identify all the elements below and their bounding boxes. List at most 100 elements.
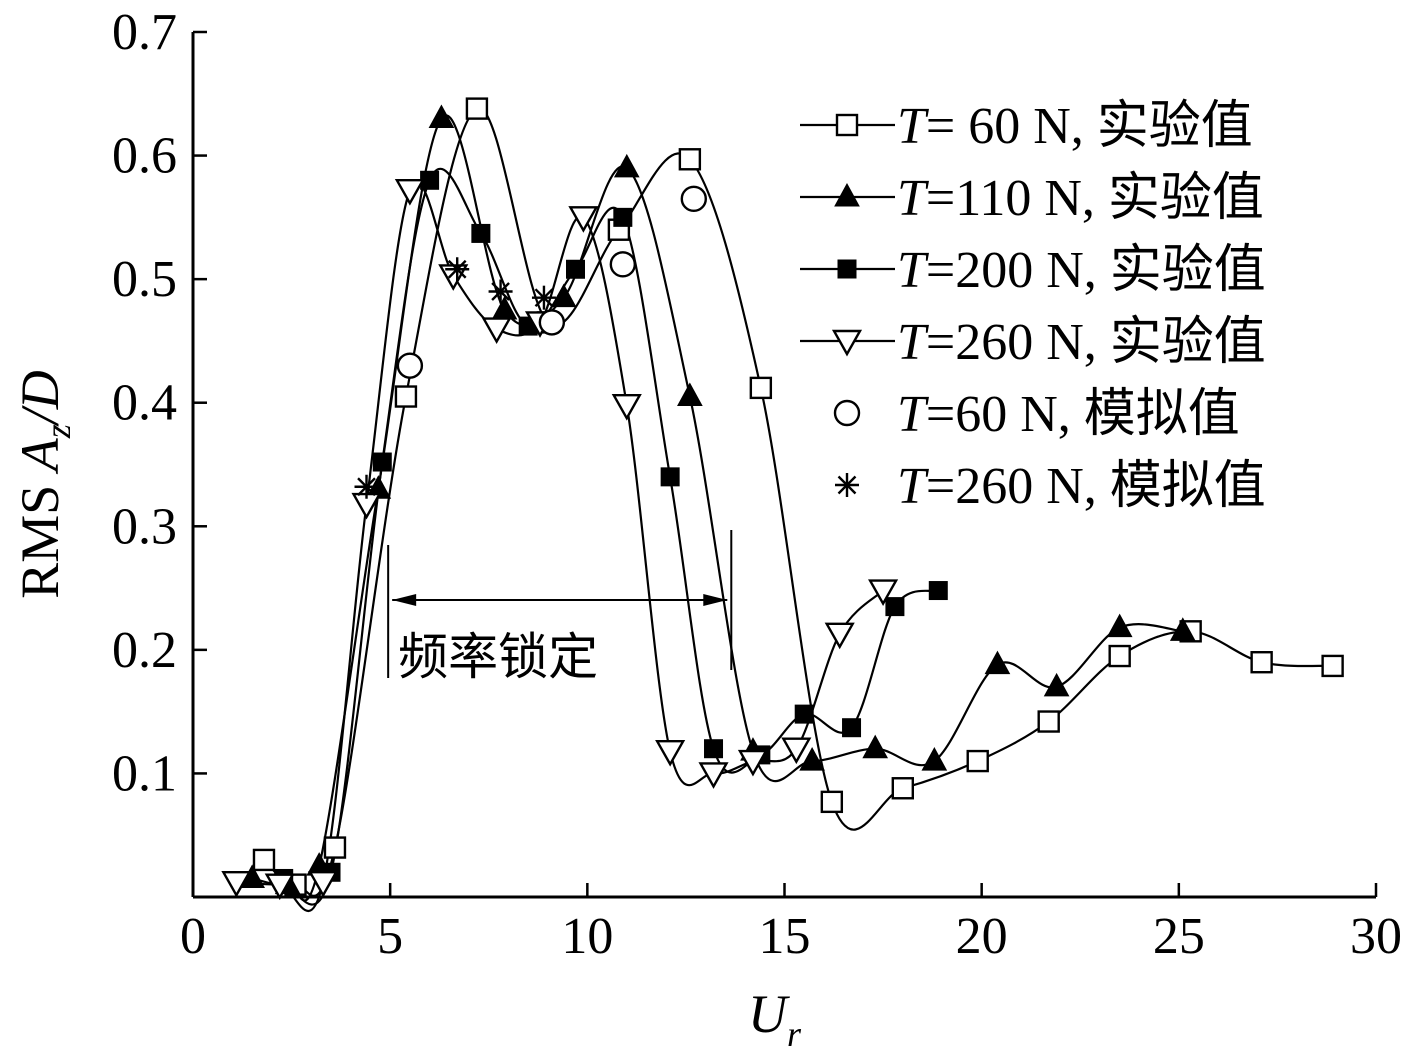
data-point (609, 251, 637, 278)
legend-label: T=260 N, 实验值 (897, 314, 1266, 371)
data-point (308, 870, 339, 898)
y-tick-label: 0.3 (112, 498, 177, 555)
legend-entry-1: T= 60 N, 实验值 (800, 98, 1253, 155)
data-point (394, 178, 425, 206)
data-point (613, 153, 640, 178)
data-markers (221, 97, 1344, 901)
data-point (921, 747, 948, 771)
data-point (354, 474, 379, 499)
data-point (445, 257, 470, 282)
data-point (568, 206, 599, 233)
series-4 (221, 178, 899, 901)
y-tick-label: 0.6 (112, 128, 177, 185)
legend-entry-4: T=260 N, 实验值 (800, 314, 1266, 371)
data-point (885, 597, 905, 617)
data-point (264, 873, 295, 901)
annotation-arrow-right (703, 594, 728, 606)
data-point (824, 622, 855, 650)
axes: 0 5 10 15 20 25 30 0.1 0.2 0.3 0.4 0.5 0.6 0.7 Ur RMS A… (10, 4, 1402, 1054)
data-point (611, 393, 642, 421)
x-tick-label: 15 (759, 908, 811, 965)
series-3 (274, 170, 948, 888)
data-point (1169, 617, 1196, 641)
data-point (698, 762, 729, 789)
data-point (820, 790, 844, 814)
data-point (891, 777, 914, 800)
frequency-lock-annotation: 频率锁定 (387, 530, 733, 686)
data-point (984, 650, 1011, 675)
data-point (781, 737, 812, 765)
annotation-label: 频率锁定 (398, 628, 598, 686)
legend-label: T= 60 N, 实验值 (897, 98, 1253, 155)
legend-marker (834, 182, 860, 207)
data-point (1250, 651, 1273, 674)
data-point (465, 97, 489, 120)
legend-marker (835, 113, 859, 137)
data-point (1321, 654, 1344, 678)
y-tick-label: 0.5 (112, 251, 177, 308)
y-tick-label: 0.1 (112, 745, 177, 802)
y-tick-label: 0.2 (112, 622, 177, 679)
data-point (704, 739, 724, 759)
x-tick-label: 30 (1350, 908, 1402, 965)
data-point (1106, 613, 1133, 638)
y-tick-label: 0.7 (112, 4, 177, 61)
data-point (221, 870, 252, 898)
legend-label: T=260 N, 模拟值 (897, 458, 1266, 515)
series-1 (252, 97, 1344, 896)
legend-label: T=110 N, 实验值 (897, 170, 1264, 227)
data-point (531, 285, 556, 310)
data-point (1108, 644, 1131, 668)
series-6 (354, 257, 556, 499)
legend-label: T=200 N, 实验值 (897, 242, 1266, 299)
data-point (749, 376, 773, 400)
series-2-curve (251, 114, 1183, 902)
data-point (394, 385, 418, 408)
data-point (538, 309, 566, 336)
data-point (372, 452, 392, 472)
data-point (677, 382, 703, 407)
data-point (396, 352, 424, 379)
data-point (966, 749, 989, 773)
data-point (566, 259, 586, 279)
data-point (613, 207, 633, 227)
data-point (660, 467, 680, 487)
y-tick-label: 0.4 (112, 375, 177, 432)
y-axis-label: RMS Az/D (10, 370, 78, 599)
x-tick-label: 20 (956, 908, 1008, 965)
data-point (1037, 710, 1060, 733)
legend-marker (833, 399, 861, 427)
legend-marker (837, 259, 857, 279)
legend-entry-5: T=60 N, 模拟值 (833, 386, 1240, 443)
x-tick-label: 5 (377, 908, 403, 965)
data-point (842, 718, 862, 738)
data-point (680, 185, 708, 213)
data-point (868, 579, 899, 606)
data-point (550, 283, 577, 308)
data-point (428, 104, 455, 128)
legend-marker (835, 473, 859, 497)
data-point (471, 223, 491, 243)
annotation-arrow-left (392, 594, 417, 606)
x-tick-label: 10 (561, 908, 613, 965)
data-point (737, 749, 769, 777)
data-point (862, 734, 889, 759)
data-point (655, 739, 686, 767)
data-point (488, 279, 513, 304)
data-point (678, 148, 702, 171)
data-point (794, 704, 814, 724)
legend-entry-2: T=110 N, 实验值 (800, 170, 1264, 227)
data-point (252, 848, 276, 872)
x-axis-label: Ur (748, 984, 802, 1054)
legend-entry-6: T=260 N, 模拟值 (835, 458, 1266, 515)
data-point (1043, 672, 1070, 697)
legend-marker (831, 329, 863, 357)
series-1-curve (263, 107, 1333, 897)
x-tick-label: 0 (180, 908, 206, 965)
data-point (799, 747, 825, 771)
data-point (323, 836, 347, 859)
data-point (481, 317, 512, 345)
data-point (928, 581, 948, 601)
legend-label: T=60 N, 模拟值 (897, 386, 1240, 443)
